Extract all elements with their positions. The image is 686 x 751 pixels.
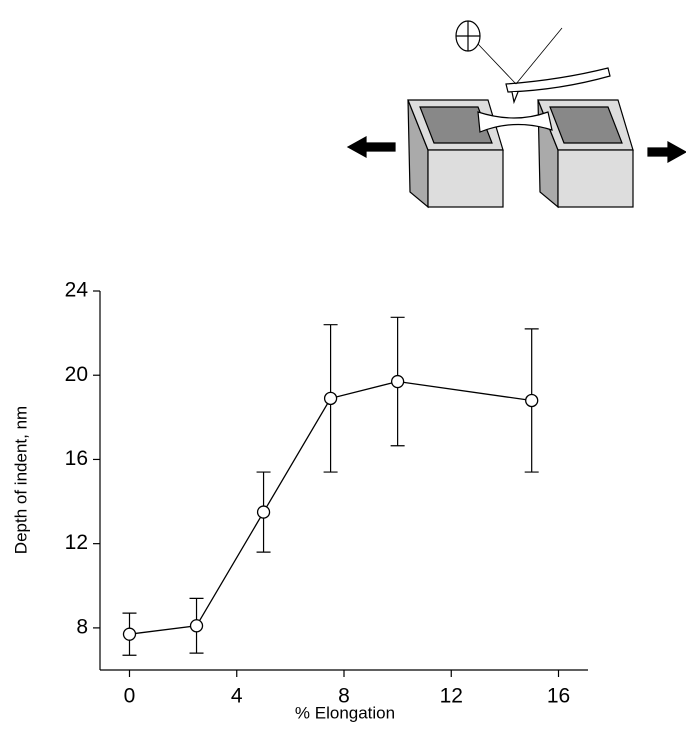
point xyxy=(323,391,338,406)
specimen xyxy=(477,111,553,133)
right-block-front xyxy=(557,149,634,208)
y-tick-label: 16 xyxy=(65,447,88,470)
left-block-front xyxy=(427,149,504,208)
x-tick-label: 0 xyxy=(124,685,136,708)
y-tick-label: 8 xyxy=(76,615,88,638)
right-grip xyxy=(549,106,623,144)
schematic xyxy=(346,20,686,209)
y-tick-label: 24 xyxy=(65,279,89,302)
laser-in xyxy=(515,27,563,85)
cantilever xyxy=(505,67,611,93)
point xyxy=(189,619,204,633)
point xyxy=(256,505,271,519)
point xyxy=(122,627,137,641)
x-axis-label: % Elongation xyxy=(295,703,395,722)
y-axis-label: Depth of indent, nm xyxy=(11,406,30,554)
line xyxy=(129,380,532,635)
x-tick-label: 4 xyxy=(231,685,243,708)
right-arrow xyxy=(647,140,686,164)
point xyxy=(390,374,405,389)
left-arrow xyxy=(346,135,396,159)
laser-out xyxy=(477,43,517,85)
left-grip xyxy=(419,106,493,144)
y-tick-label: 20 xyxy=(65,363,88,386)
y-tick-label: 12 xyxy=(65,531,88,554)
tip xyxy=(511,91,519,105)
x-tick-label: 12 xyxy=(440,685,463,708)
point xyxy=(525,393,539,408)
x-tick-label: 8 xyxy=(338,685,350,708)
x-tick-label: 16 xyxy=(547,685,570,708)
plot: 0 4 8 12 16 8 12 16 20 24 xyxy=(65,279,571,708)
